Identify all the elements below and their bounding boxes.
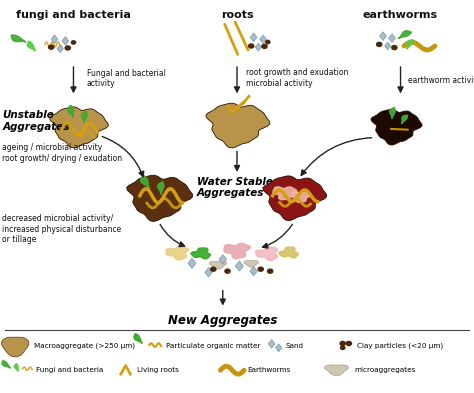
Text: Sand: Sand [286,343,304,349]
Polygon shape [11,35,26,42]
Polygon shape [268,340,275,348]
Polygon shape [224,243,250,259]
Polygon shape [390,108,395,119]
Polygon shape [255,247,278,261]
Polygon shape [210,261,227,269]
Polygon shape [250,266,257,276]
Polygon shape [260,35,266,44]
Polygon shape [325,365,349,376]
Circle shape [391,45,398,50]
Polygon shape [2,361,10,368]
Polygon shape [244,261,259,267]
Circle shape [248,43,255,49]
Polygon shape [1,337,29,357]
Polygon shape [401,115,408,124]
Polygon shape [27,41,36,51]
Text: Particulate organic matter: Particulate organic matter [166,343,260,349]
Text: root growth and exudation
microbial activity: root growth and exudation microbial acti… [246,68,349,88]
Text: Unstable
Aggregates: Unstable Aggregates [2,110,70,132]
Polygon shape [62,37,69,45]
Polygon shape [67,105,73,118]
Polygon shape [292,192,311,202]
Polygon shape [50,107,109,148]
Circle shape [210,266,217,272]
Text: fungi and bacteria: fungi and bacteria [16,10,131,20]
Polygon shape [57,45,64,53]
Polygon shape [371,109,422,145]
Polygon shape [236,261,243,271]
Polygon shape [82,112,87,123]
Polygon shape [141,175,149,189]
Polygon shape [134,334,142,343]
Polygon shape [273,187,297,200]
Circle shape [48,44,55,50]
Polygon shape [188,258,196,268]
Polygon shape [157,182,164,195]
Text: ageing / microbial activity
root growth/ drying / exudation: ageing / microbial activity root growth/… [2,143,122,163]
Text: Living roots: Living roots [137,367,179,373]
Text: earthworm activity: earthworm activity [408,76,474,84]
Polygon shape [219,255,227,264]
Polygon shape [51,35,58,44]
Text: New Aggregates: New Aggregates [168,314,277,327]
Polygon shape [127,175,193,222]
Polygon shape [255,43,262,51]
Circle shape [64,45,71,51]
Polygon shape [250,33,257,42]
Polygon shape [166,246,189,260]
Polygon shape [380,32,386,40]
Polygon shape [389,34,395,42]
Circle shape [346,341,352,346]
Polygon shape [14,364,18,371]
Circle shape [261,44,268,49]
Circle shape [265,40,271,44]
Polygon shape [276,344,282,352]
Circle shape [71,40,76,45]
Text: decreased microbial activity/
increased physical disturbance
or tillage: decreased microbial activity/ increased … [2,214,122,244]
Polygon shape [279,247,299,258]
Polygon shape [407,40,413,49]
Polygon shape [263,176,327,221]
Text: Clay particles (<20 μm): Clay particles (<20 μm) [357,343,443,349]
Text: Fungal and bacterial
activity: Fungal and bacterial activity [87,69,165,88]
Text: roots: roots [221,10,253,20]
Text: microaggregates: microaggregates [355,367,416,373]
Circle shape [376,42,383,47]
Text: Earthworms: Earthworms [247,367,291,373]
Circle shape [339,341,346,346]
Polygon shape [385,42,391,50]
Circle shape [267,268,273,274]
Text: Water Stable
Aggregates: Water Stable Aggregates [197,177,273,198]
Polygon shape [205,268,212,277]
Text: earthworms: earthworms [363,10,438,20]
Polygon shape [398,31,411,39]
Text: Macroaggregate (>250 μm): Macroaggregate (>250 μm) [34,343,135,349]
Text: Fungi and bacteria: Fungi and bacteria [36,367,103,373]
Polygon shape [191,248,210,259]
Polygon shape [206,103,270,148]
Circle shape [257,266,264,272]
Circle shape [224,268,231,274]
Circle shape [340,345,346,350]
